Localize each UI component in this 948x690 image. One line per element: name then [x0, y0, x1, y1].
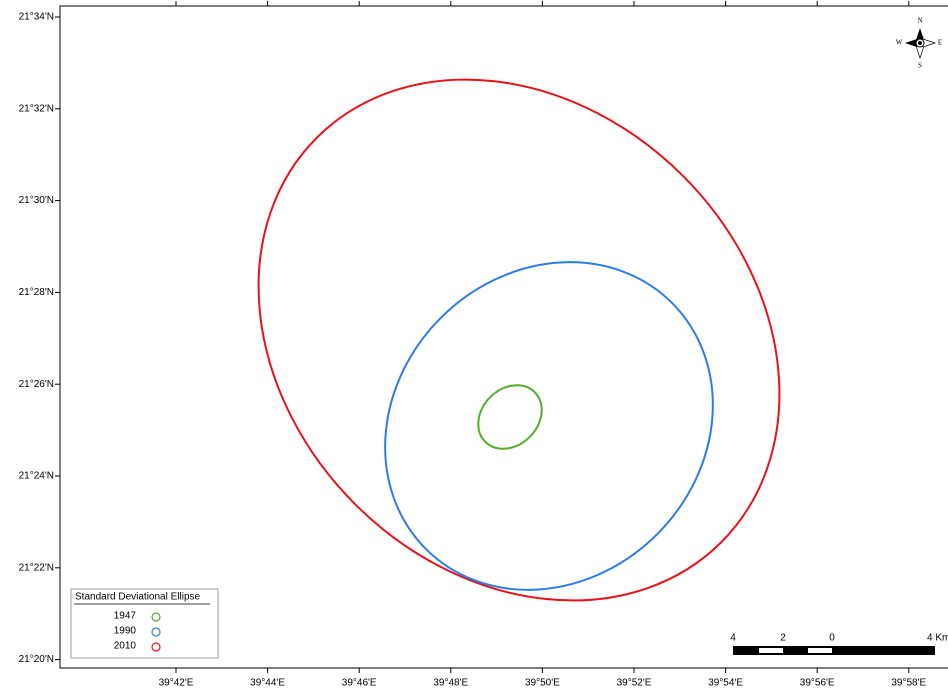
- legend-title: Standard Deviational Ellipse: [75, 592, 201, 603]
- legend-item: 1990: [114, 626, 137, 637]
- lon-label: 39°52'E: [617, 678, 652, 689]
- ellipse-1990: [384, 261, 714, 591]
- lat-label: 21°22'N: [19, 562, 54, 573]
- lat-label: 21°34'N: [19, 12, 54, 23]
- lon-label: 39°42'E: [159, 678, 194, 689]
- compass-south: S: [918, 62, 922, 70]
- lon-label: 39°56'E: [800, 678, 835, 689]
- legend-box: [70, 588, 219, 659]
- compass-east: E: [938, 39, 942, 47]
- scale-label: 4 Km: [927, 633, 948, 644]
- lat-label: 21°24'N: [19, 471, 54, 482]
- lat-label: 21°32'N: [19, 103, 54, 114]
- legend: Standard Deviational Ellipse 1947 1990 2…: [70, 588, 219, 659]
- lat-label: 21°20'N: [19, 654, 54, 665]
- lat-label: 21°26'N: [19, 379, 54, 390]
- scale-label: 2: [780, 633, 786, 644]
- scale-bar: 4 2 0 4 Km: [730, 633, 948, 655]
- scale-label: 0: [829, 633, 835, 644]
- compass-north: N: [917, 17, 922, 25]
- lon-label: 39°50'E: [525, 678, 560, 689]
- lon-label: 39°54'E: [708, 678, 743, 689]
- lat-label: 21°30'N: [19, 195, 54, 206]
- ellipse-2010: [257, 78, 781, 602]
- compass-west: W: [896, 39, 903, 47]
- lon-label: 39°44'E: [250, 678, 285, 689]
- compass: N S E W: [896, 17, 942, 70]
- legend-item: 1947: [114, 611, 137, 622]
- lon-label: 39°48'E: [433, 678, 468, 689]
- scale-label: 4: [730, 633, 736, 644]
- lon-label: 39°46'E: [342, 678, 377, 689]
- map-frame: [59, 5, 948, 669]
- lat-label: 21°28'N: [19, 287, 54, 298]
- lon-label: 39°58'E: [891, 678, 926, 689]
- legend-item: 2010: [114, 641, 137, 652]
- ellipse-1947: [477, 384, 543, 450]
